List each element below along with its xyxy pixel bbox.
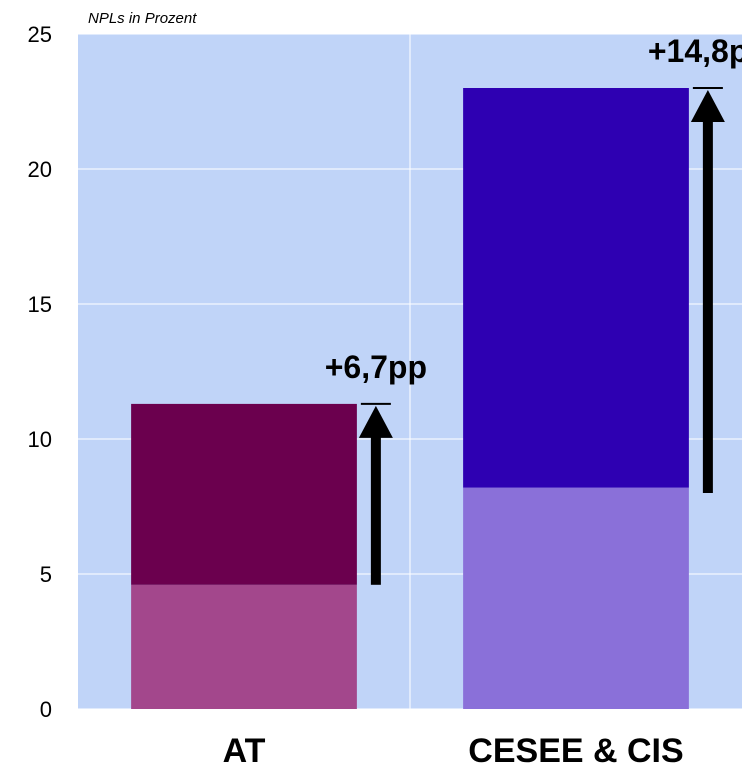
bars (131, 88, 689, 709)
arrowhead-1 (690, 90, 725, 122)
x-category-label-1: CESEE & CIS (468, 732, 683, 770)
growth-label-1: +14,8pp (648, 33, 742, 69)
growth-label-0: +6,7pp (325, 349, 427, 385)
y-tick-label-1: 5 (40, 562, 52, 587)
arrow-shaft-0 (370, 435, 381, 585)
x-category-label-0: AT (223, 732, 266, 770)
growth-arrow-1: +14,8pp (648, 33, 742, 493)
y-tick-label-3: 15 (28, 292, 52, 317)
bar-1-segment-1 (463, 88, 689, 488)
y-tick-label-4: 20 (28, 157, 52, 182)
y-axis-ticks: 0 5 10 15 20 25 (28, 22, 52, 722)
bar-1-segment-0 (463, 487, 689, 709)
y-tick-label-5: 25 (28, 22, 52, 47)
y-tick-label-2: 10 (28, 427, 52, 452)
x-axis-labels: AT CESEE & CIS (223, 732, 684, 770)
bar-0-segment-0 (131, 584, 357, 709)
bar-0-segment-1 (131, 403, 357, 585)
arrowhead-0 (358, 405, 393, 438)
y-tick-label-0: 0 (40, 697, 52, 722)
growth-arrow-0: +6,7pp (325, 349, 427, 585)
unit-label: NPLs in Prozent (88, 10, 197, 27)
arrow-shaft-1 (702, 120, 713, 493)
growth-arrows: +6,7pp +14,8pp (325, 33, 742, 585)
